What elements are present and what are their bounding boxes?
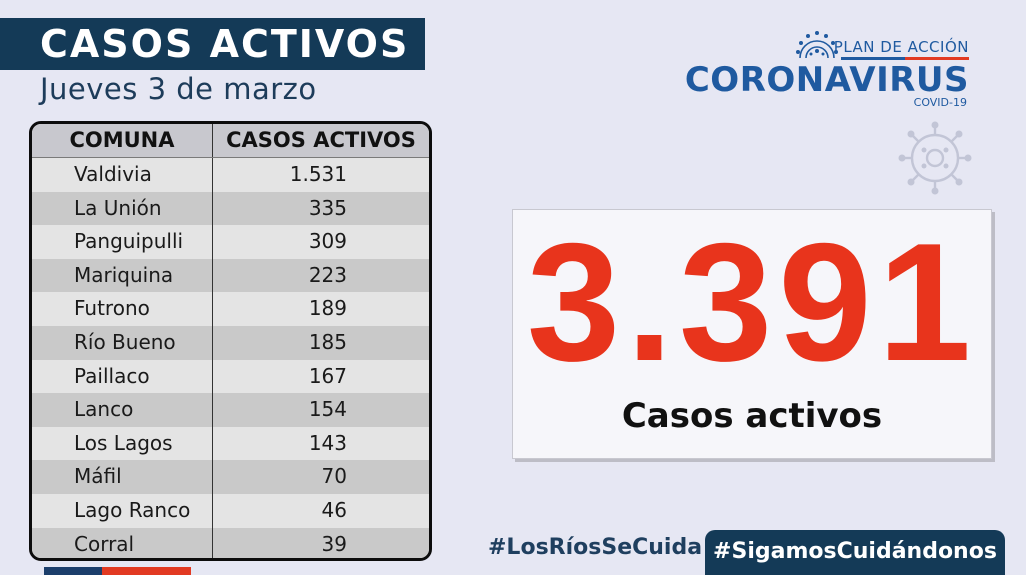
casos-cell: 39 [321,531,347,556]
table-row: Valdivia 1.531 [32,158,429,192]
comuna-cell: Panguipulli [32,225,213,259]
comuna-cell: Mariquina [32,258,213,293]
flag-strip-blue [44,567,102,575]
coronavirus-icon [796,31,838,59]
column-header-casos: CASOS ACTIVOS [226,128,416,152]
plan-coronavirus-logo: PLAN DE ACCIÓN CORONAVIRUS COVID-19 [685,30,975,110]
total-active-cases-number: 3.391 [526,208,978,396]
hashtag-sigamos-banner: #SigamosCuidándonos [705,530,1005,575]
table-row: Mariquina 223 [32,258,429,293]
table-row: Corral 39 [32,527,429,558]
casos-cell: 189 [308,296,347,321]
casos-cell: 1.531 [289,162,347,186]
table-row: La Unión 335 [32,191,429,226]
casos-cell: 154 [308,397,347,422]
casos-cell: 70 [321,464,347,489]
comuna-cell: Lago Ranco [32,493,213,528]
comuna-cell: Paillaco [32,359,213,394]
hashtag-sigamos: #SigamosCuidándonos [713,539,997,564]
comuna-cell: Los Lagos [32,426,213,461]
comuna-cell: Río Bueno [32,325,213,360]
total-active-cases-card: 3.391 Casos activos [512,209,992,459]
table-body: Valdivia 1.531 La Unión 335 Panguipulli 309… [32,158,429,558]
table-row: Máfil 70 [32,460,429,494]
table-row: Lago Ranco 46 [32,493,429,528]
comuna-cell: Máfil [32,460,213,494]
casos-cell: 185 [308,329,347,354]
logo-divider [841,57,969,60]
cases-table: COMUNA CASOS ACTIVOS Valdivia 1.531 La Un… [29,121,432,561]
comuna-cell: Valdivia [32,158,213,192]
table-row: Futrono 189 [32,292,429,326]
table-row: Río Bueno 185 [32,325,429,360]
flag-strip [44,567,191,575]
casos-cell: 223 [308,262,347,287]
comuna-cell: Lanco [32,393,213,427]
comuna-cell: La Unión [32,191,213,226]
logo-subtitle: COVID-19 [913,96,967,109]
casos-cell: 46 [321,497,347,522]
flag-strip-red [102,567,191,575]
casos-cell: 143 [308,430,347,455]
coronavirus-decoration-icon [898,121,972,195]
casos-cell: 167 [308,363,347,388]
table-row: Panguipulli 309 [32,225,429,259]
table-row: Lanco 154 [32,393,429,427]
casos-cell: 335 [308,195,347,220]
comuna-cell: Futrono [32,292,213,326]
comuna-cell: Corral [32,527,213,558]
logo-wordmark: CORONAVIRUS [684,60,969,100]
title-banner: CASOS ACTIVOS [0,18,425,70]
hashtag-los-rios: #LosRíosSeCuida [488,535,703,560]
table-row: Paillaco 167 [32,359,429,394]
total-active-cases-label: Casos activos [621,396,883,436]
page-title: CASOS ACTIVOS [40,22,410,66]
casos-cell: 309 [308,229,347,254]
logo-tagline: PLAN DE ACCIÓN [833,38,969,56]
column-header-comuna: COMUNA [32,124,213,157]
date-subtitle: Jueves 3 de marzo [40,72,317,106]
table-header: COMUNA CASOS ACTIVOS [32,124,429,158]
table-row: Los Lagos 143 [32,426,429,461]
